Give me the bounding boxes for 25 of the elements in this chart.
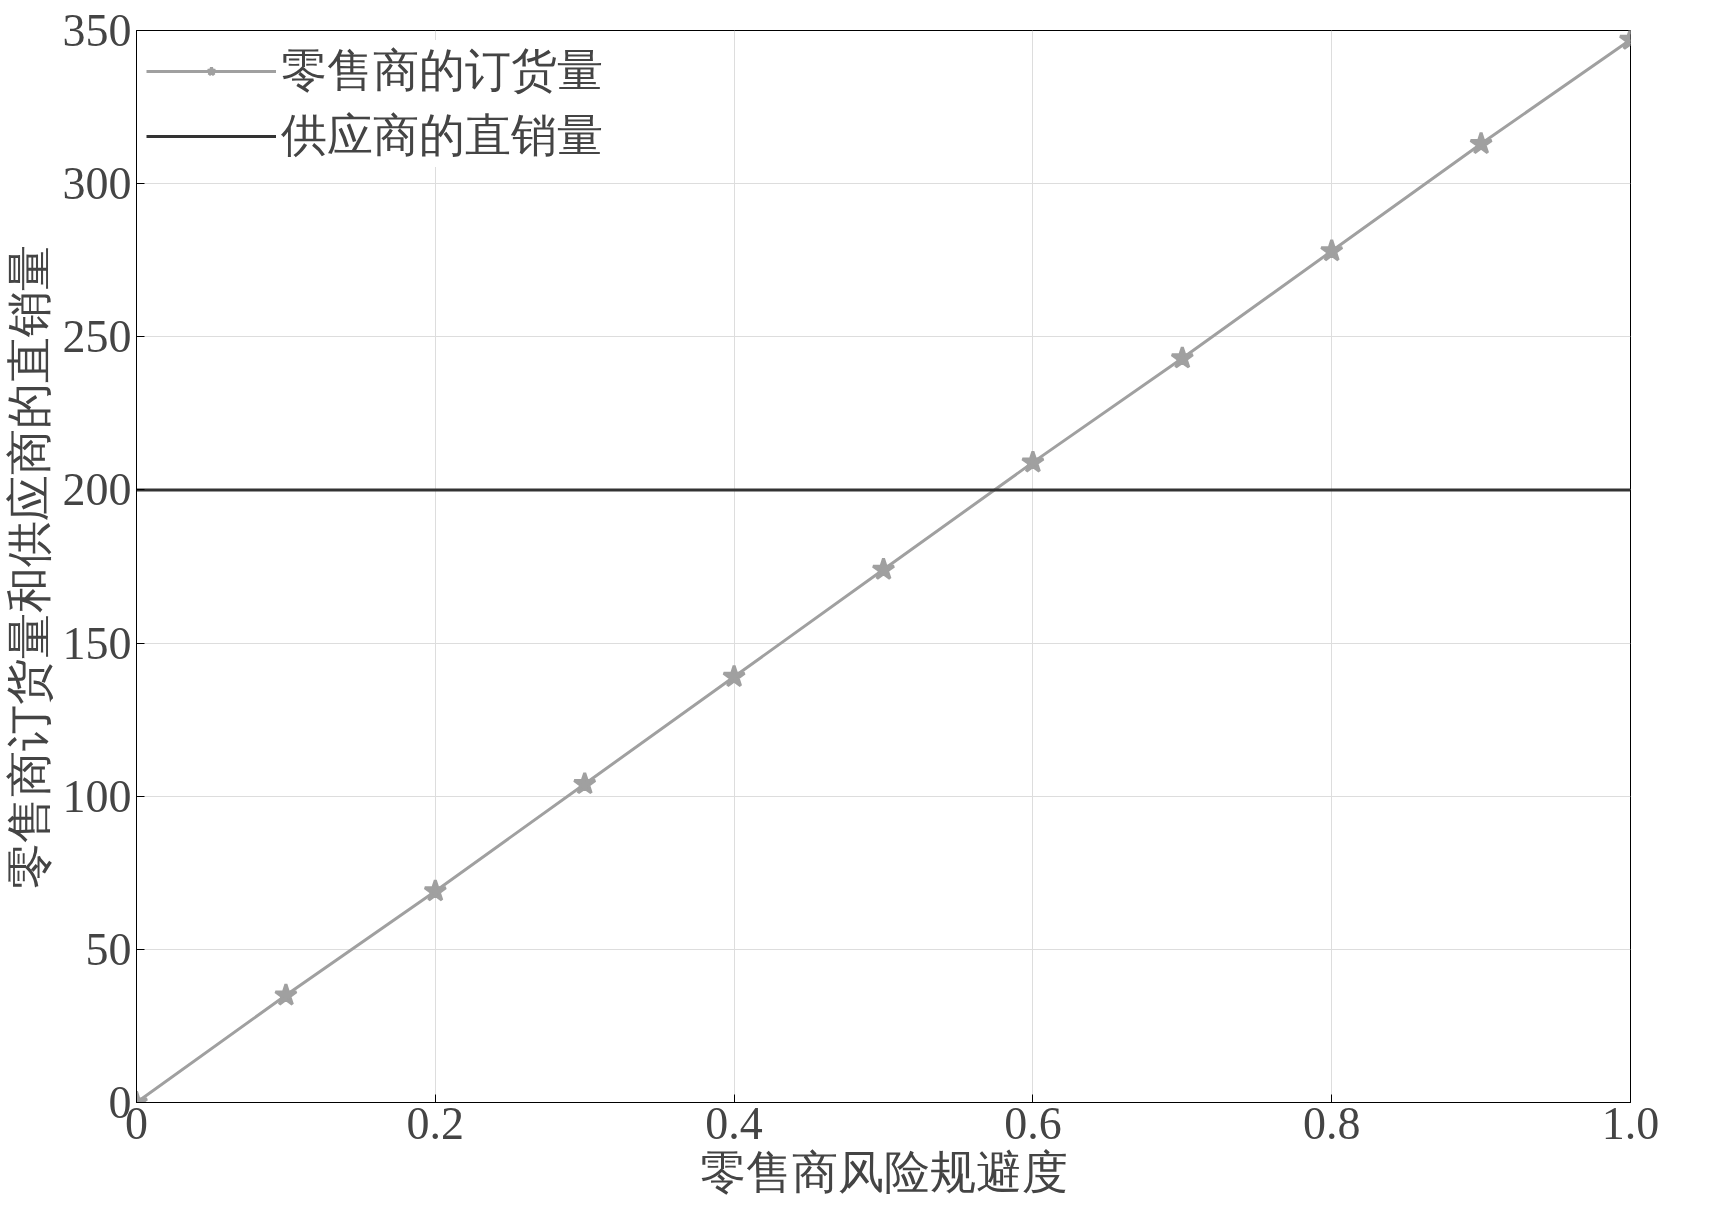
y-tick-label: 100 [62, 770, 132, 822]
point [1319, 238, 1344, 262]
point [722, 664, 747, 688]
x-tick-label: 0.6 [1004, 1097, 1062, 1149]
point [1469, 131, 1494, 155]
y-tick-label: 150 [62, 617, 132, 669]
legend-label: 供应商的直销量 [281, 109, 603, 163]
point [572, 771, 597, 795]
point [1170, 345, 1195, 369]
x-tick-label: 1.0 [1601, 1097, 1660, 1149]
x-axis-title: 零售商风险规避度 [699, 1146, 1068, 1198]
x-tick-label: 0.4 [705, 1097, 763, 1149]
y-tick-label: 300 [62, 158, 132, 210]
y-tick-label: 350 [62, 5, 132, 56]
y-tick-label: 200 [62, 464, 132, 516]
point [273, 982, 298, 1006]
point [1020, 449, 1045, 473]
y-axis-title: 零售商订货量和供应商的直销量 [3, 244, 55, 889]
x-tick-label: 0.8 [1302, 1097, 1361, 1149]
point [871, 557, 896, 580]
point [423, 878, 448, 902]
y-tick-label: 250 [62, 311, 132, 363]
y-tick-label: 50 [85, 923, 132, 975]
legend-label: 零售商的订货量 [281, 44, 603, 98]
x-tick-label: 0.2 [406, 1097, 465, 1149]
